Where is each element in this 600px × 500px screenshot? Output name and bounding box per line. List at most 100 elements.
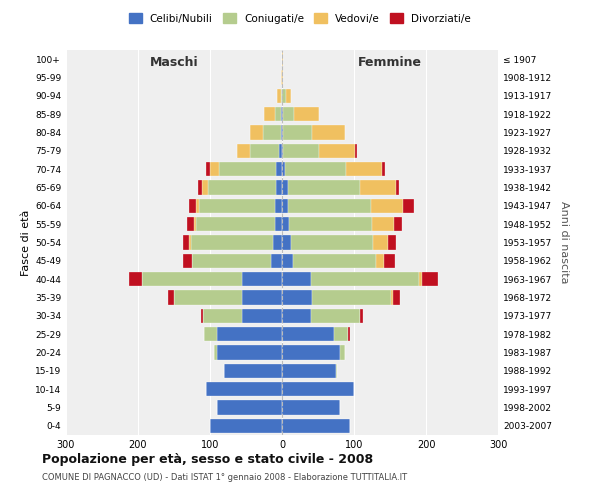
Legend: Celibi/Nubili, Coniugati/e, Vedovi/e, Divorziati/e: Celibi/Nubili, Coniugati/e, Vedovi/e, Di… <box>126 10 474 26</box>
Bar <box>282 308 311 323</box>
Bar <box>242 272 282 286</box>
Bar <box>371 198 403 213</box>
Bar <box>348 327 350 342</box>
Bar <box>282 382 354 396</box>
Bar <box>419 272 422 286</box>
Bar <box>202 180 208 194</box>
Bar <box>282 144 283 158</box>
Bar <box>210 418 282 433</box>
Bar <box>184 236 189 250</box>
Bar <box>281 88 282 103</box>
Bar <box>289 217 372 232</box>
Bar <box>281 107 282 122</box>
Bar <box>282 272 311 286</box>
Bar <box>189 198 196 213</box>
Bar <box>281 70 282 85</box>
Bar <box>184 254 192 268</box>
Bar <box>196 198 199 213</box>
Bar <box>217 327 282 342</box>
Bar <box>168 290 174 304</box>
Bar <box>192 254 271 268</box>
Bar <box>422 272 438 286</box>
Bar <box>224 364 282 378</box>
Bar <box>290 236 373 250</box>
Bar <box>282 346 340 360</box>
Bar <box>142 272 242 286</box>
Bar <box>282 162 285 176</box>
Bar <box>217 400 282 414</box>
Bar <box>199 180 202 194</box>
Bar <box>204 327 217 342</box>
Bar <box>191 236 274 250</box>
Bar <box>275 107 281 122</box>
Bar <box>275 217 282 232</box>
Bar <box>218 162 276 176</box>
Bar <box>360 308 364 323</box>
Bar <box>388 236 397 250</box>
Bar <box>196 217 275 232</box>
Bar <box>250 144 279 158</box>
Bar <box>340 346 346 360</box>
Bar <box>282 126 283 140</box>
Bar <box>128 272 142 286</box>
Bar <box>274 236 282 250</box>
Bar <box>360 180 396 194</box>
Bar <box>277 88 281 103</box>
Bar <box>283 144 319 158</box>
Bar <box>372 217 394 232</box>
Bar <box>217 346 282 360</box>
Bar <box>373 236 388 250</box>
Bar <box>336 364 337 378</box>
Bar <box>264 107 275 122</box>
Bar <box>294 107 319 122</box>
Bar <box>282 236 290 250</box>
Bar <box>384 254 395 268</box>
Bar <box>189 236 191 250</box>
Bar <box>242 290 282 304</box>
Bar <box>391 290 393 304</box>
Bar <box>282 107 283 122</box>
Bar <box>238 144 250 158</box>
Bar <box>394 217 402 232</box>
Bar <box>288 198 371 213</box>
Bar <box>281 126 282 140</box>
Bar <box>276 162 282 176</box>
Bar <box>334 327 348 342</box>
Bar <box>282 180 288 194</box>
Y-axis label: Anni di nascita: Anni di nascita <box>559 201 569 284</box>
Bar <box>282 198 288 213</box>
Y-axis label: Fasce di età: Fasce di età <box>21 210 31 276</box>
Bar <box>174 290 242 304</box>
Bar <box>311 308 360 323</box>
Bar <box>403 198 414 213</box>
Bar <box>282 70 283 85</box>
Bar <box>282 52 283 66</box>
Bar <box>202 308 203 323</box>
Text: Popolazione per età, sesso e stato civile - 2008: Popolazione per età, sesso e stato civil… <box>42 452 373 466</box>
Bar <box>263 126 281 140</box>
Bar <box>285 162 346 176</box>
Bar <box>276 180 282 194</box>
Bar <box>283 126 312 140</box>
Bar <box>311 272 419 286</box>
Bar <box>203 308 242 323</box>
Bar <box>376 254 384 268</box>
Bar <box>282 254 293 268</box>
Bar <box>282 364 336 378</box>
Bar <box>282 88 286 103</box>
Bar <box>319 144 355 158</box>
Bar <box>279 144 282 158</box>
Bar <box>187 217 194 232</box>
Bar <box>396 180 400 194</box>
Bar <box>199 198 275 213</box>
Text: COMUNE DI PAGNACCO (UD) - Dati ISTAT 1° gennaio 2008 - Elaborazione TUTTITALIA.I: COMUNE DI PAGNACCO (UD) - Dati ISTAT 1° … <box>42 472 407 482</box>
Bar <box>206 382 282 396</box>
Bar <box>355 144 357 158</box>
Bar <box>282 290 312 304</box>
Bar <box>282 400 340 414</box>
Bar <box>283 107 294 122</box>
Bar <box>293 254 376 268</box>
Bar <box>346 162 382 176</box>
Bar <box>208 180 276 194</box>
Bar <box>312 126 344 140</box>
